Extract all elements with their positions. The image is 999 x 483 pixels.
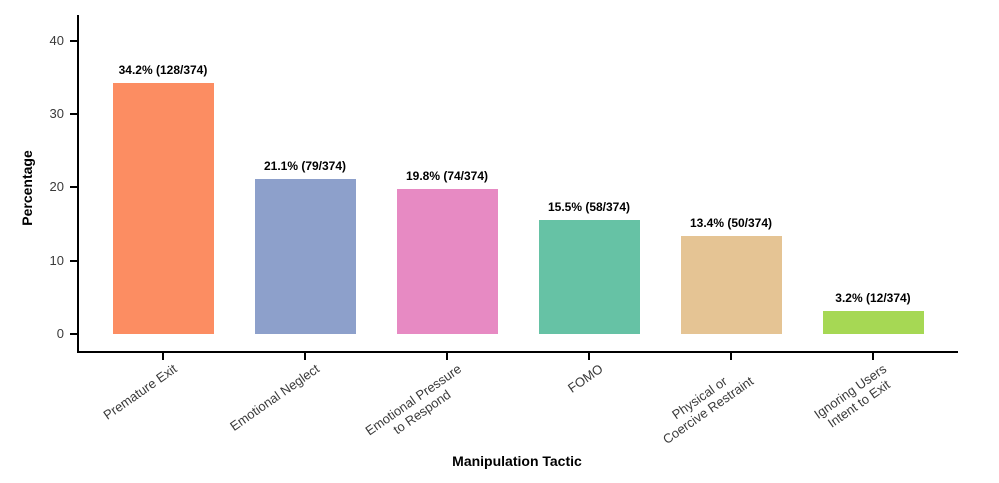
x-tick-label: Emotional Neglect	[226, 361, 322, 434]
y-tick	[70, 39, 77, 42]
bar	[538, 220, 640, 334]
bar	[822, 310, 924, 334]
x-axis-title: Manipulation Tactic	[452, 453, 582, 469]
x-axis-line	[77, 351, 958, 353]
x-tick-label: Emotional Pressure to Respond	[362, 361, 464, 439]
y-tick-label: 20	[49, 179, 64, 195]
x-tick	[162, 353, 164, 360]
bar	[112, 83, 214, 334]
y-tick	[70, 333, 77, 335]
x-tick	[304, 353, 306, 360]
bar-value-label: 3.2% (12/374)	[835, 290, 911, 305]
bar-value-label: 15.5% (58/374)	[547, 200, 631, 215]
x-tick	[588, 353, 590, 360]
x-tick	[446, 353, 448, 360]
x-tick-label: Premature Exit	[100, 361, 180, 423]
bar	[254, 179, 356, 334]
bar-value-label: 34.2% (128/374)	[118, 63, 208, 78]
bar-value-label: 19.8% (74/374)	[405, 168, 489, 183]
bar-value-label: 21.1% (79/374)	[263, 159, 347, 174]
y-tick-label: 10	[49, 252, 64, 268]
y-axis-line	[77, 15, 79, 353]
y-tick	[70, 259, 77, 262]
x-tick-label: FOMO	[565, 361, 606, 396]
y-tick-label: 0	[56, 326, 64, 341]
bar	[680, 235, 782, 334]
x-tick-label: Ignoring Users Intent to Exit	[811, 361, 894, 431]
bar	[396, 188, 498, 334]
y-tick	[70, 113, 77, 116]
y-tick	[70, 186, 77, 189]
y-tick-label: 30	[49, 106, 64, 122]
x-tick	[730, 353, 732, 360]
y-tick-label: 40	[49, 32, 64, 48]
bar-value-label: 13.4% (50/374)	[689, 215, 773, 230]
x-tick-label: Physical or Coercive Restraint	[660, 373, 757, 447]
x-tick	[872, 353, 874, 360]
